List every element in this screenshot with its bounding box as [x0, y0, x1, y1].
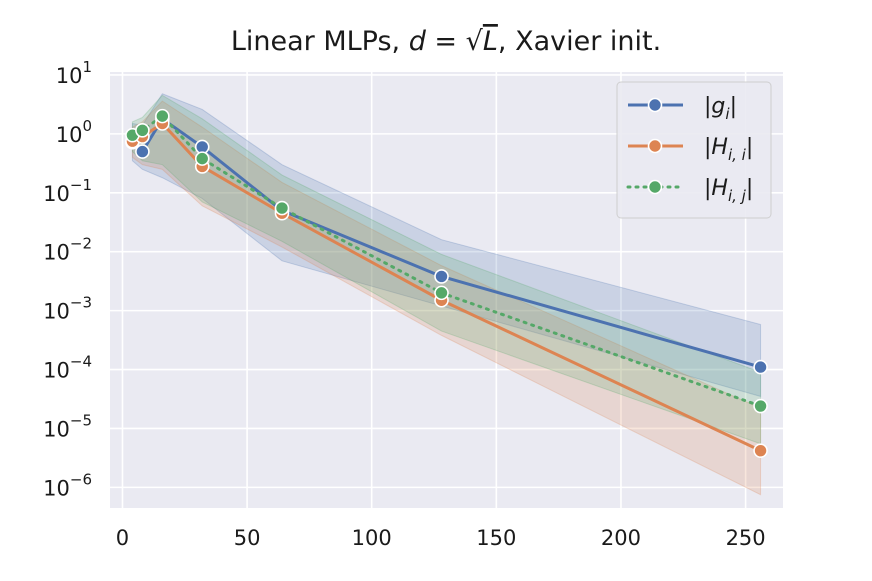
y-tick-label-3: 10−2: [43, 235, 92, 265]
y-tick-label-6: 10−5: [43, 411, 92, 441]
x-tick-label-4: 200: [601, 526, 641, 550]
y-tick-label-0: 101: [56, 58, 92, 88]
y-tick-label-4: 10−3: [43, 294, 92, 324]
legend-label-H_i,i: |Hi, i|: [704, 135, 753, 164]
legend-label-H_i,j: |Hi, j|: [704, 176, 753, 205]
x-tick-label-2: 100: [352, 526, 392, 550]
y-tick-label-7: 10−6: [43, 470, 92, 500]
point-H_i,j-6: [753, 398, 768, 414]
y-tick-label-2: 10−1: [43, 176, 92, 206]
title-math-L: L: [483, 26, 498, 57]
title-suffix: , Xavier init.: [498, 26, 661, 57]
point-H_i,j-5: [434, 285, 449, 301]
legend-items: |gi| |Hi, i| |Hi, j|: [626, 94, 753, 205]
point-H_i,j-2: [155, 108, 170, 124]
y-tick-labels: 101 100 10−1 10−2 10−3 10−4 10−5 10−6: [43, 58, 92, 500]
x-tick-label-0: 0: [116, 526, 129, 550]
y-tick-label-5: 10−4: [43, 353, 92, 383]
point-H_i,j-3: [194, 151, 210, 166]
band-g_i: [131, 93, 762, 398]
x-tick-label-3: 150: [476, 526, 516, 550]
y-tick-label-1: 100: [56, 117, 92, 147]
x-tick-label-5: 250: [726, 526, 766, 550]
title-math-eq: =: [426, 26, 466, 57]
legend-marker-g_i: [647, 97, 663, 113]
title-math-sqrt: √: [466, 26, 484, 57]
legend-marker-H_i,i: [647, 138, 663, 154]
legend-label-g_i: |gi|: [704, 94, 737, 123]
title-math-d: d: [409, 26, 427, 57]
point-g_i-1: [135, 144, 150, 159]
x-tick-label-1: 50: [234, 526, 261, 550]
point-H_i,i-6: [753, 443, 768, 458]
grid: [110, 72, 783, 508]
point-g_i-6: [753, 359, 768, 375]
title-prefix: Linear MLPs,: [231, 26, 409, 57]
point-H_i,j-1: [135, 122, 150, 138]
chart-title: Linear MLPs, d = √L, Xavier init.: [231, 26, 661, 57]
legend: |gi| |Hi, i| |Hi, j|: [616, 81, 772, 219]
legend-marker-H_i,j: [647, 179, 663, 195]
point-H_i,j-4: [274, 200, 290, 216]
series-markers: [125, 108, 768, 458]
x-tick-labels: 0 50 100 150 200 250: [116, 526, 766, 550]
point-g_i-5: [434, 269, 449, 284]
